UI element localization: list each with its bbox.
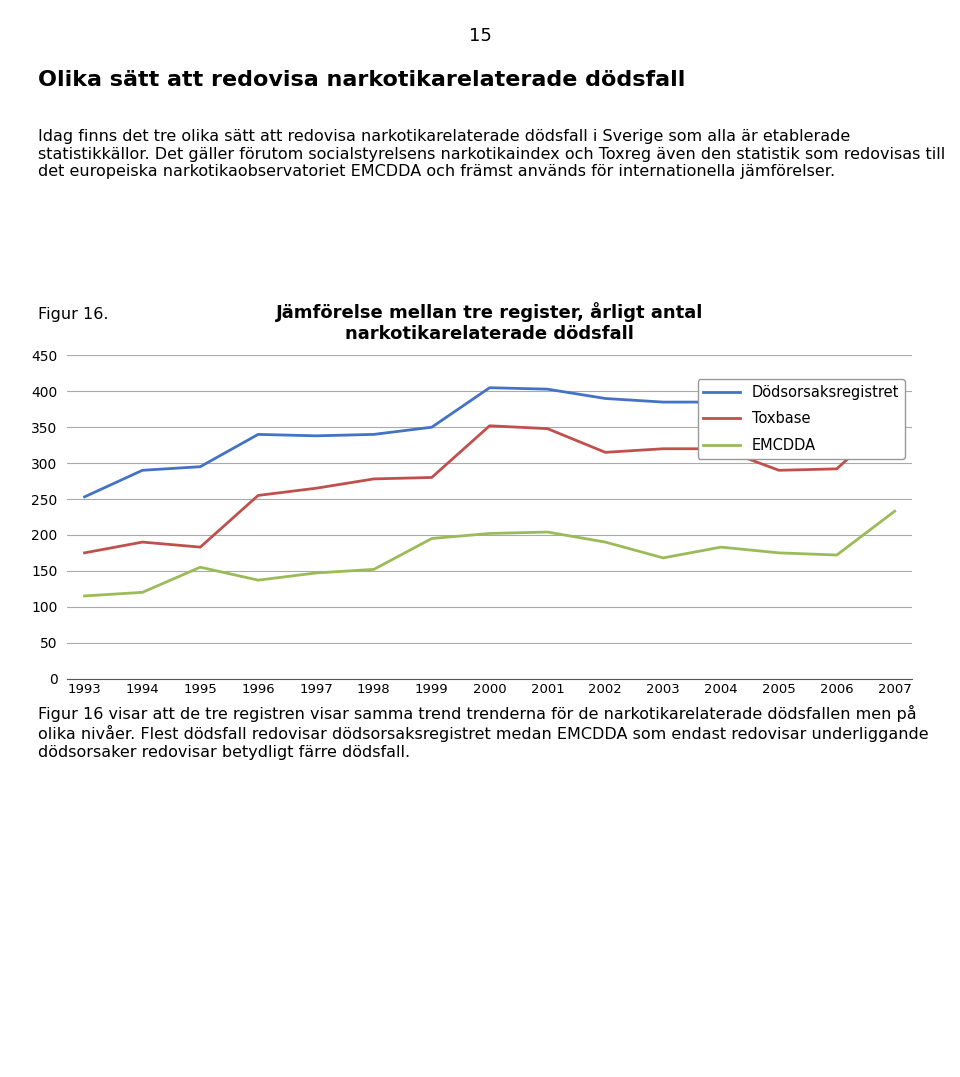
EMCDDA (889, 505, 900, 518)
Title: Jämförelse mellan tre register, årligt antal
narkotikarelaterade dödsfall: Jämförelse mellan tre register, årligt a… (276, 302, 704, 342)
EMCDDA (252, 574, 264, 587)
Toxbase (368, 473, 379, 486)
Text: Idag finns det tre olika sätt att redovisa narkotikarelaterade dödsfall i Sverig: Idag finns det tre olika sätt att redovi… (38, 129, 946, 179)
Toxbase (310, 481, 322, 494)
Dödsorsaksregistret (889, 387, 900, 400)
EMCDDA (658, 551, 669, 564)
Dödsorsaksregistret (79, 490, 90, 503)
Toxbase (484, 419, 495, 432)
Dödsorsaksregistret (426, 421, 438, 434)
EMCDDA (136, 586, 148, 599)
Toxbase (195, 541, 206, 554)
Toxbase (889, 410, 900, 423)
Text: Figur 16 visar att de tre registren visar samma trend trenderna för de narkotika: Figur 16 visar att de tre registren visa… (38, 705, 929, 759)
EMCDDA (195, 561, 206, 574)
Toxbase (541, 422, 553, 435)
Toxbase (773, 464, 784, 477)
EMCDDA (600, 535, 612, 548)
Dödsorsaksregistret (600, 392, 612, 405)
EMCDDA (368, 563, 379, 576)
Line: Toxbase: Toxbase (84, 417, 895, 553)
EMCDDA (715, 541, 727, 554)
Dödsorsaksregistret (773, 421, 784, 434)
Dödsorsaksregistret (195, 460, 206, 473)
Dödsorsaksregistret (715, 395, 727, 408)
Toxbase (831, 462, 843, 475)
Dödsorsaksregistret (310, 430, 322, 443)
Dödsorsaksregistret (484, 381, 495, 394)
Text: Figur 16.: Figur 16. (38, 307, 108, 322)
Dödsorsaksregistret (368, 428, 379, 440)
Toxbase (136, 535, 148, 548)
Text: Olika sätt att redovisa narkotikarelaterade dödsfall: Olika sätt att redovisa narkotikarelater… (38, 70, 685, 90)
EMCDDA (79, 589, 90, 602)
Legend: Dödsorsaksregistret, Toxbase, EMCDDA: Dödsorsaksregistret, Toxbase, EMCDDA (698, 379, 904, 459)
Toxbase (658, 443, 669, 456)
Line: Dödsorsaksregistret: Dödsorsaksregistret (84, 388, 895, 496)
Dödsorsaksregistret (541, 382, 553, 395)
Line: EMCDDA: EMCDDA (84, 512, 895, 596)
EMCDDA (831, 548, 843, 561)
Dödsorsaksregistret (831, 449, 843, 462)
Toxbase (79, 546, 90, 559)
EMCDDA (541, 526, 553, 538)
Dödsorsaksregistret (658, 395, 669, 408)
Toxbase (252, 489, 264, 502)
Toxbase (715, 443, 727, 456)
Dödsorsaksregistret (252, 428, 264, 440)
EMCDDA (310, 567, 322, 579)
EMCDDA (773, 546, 784, 559)
EMCDDA (426, 532, 438, 545)
Toxbase (426, 471, 438, 484)
Dödsorsaksregistret (136, 464, 148, 477)
Text: 15: 15 (468, 27, 492, 45)
EMCDDA (484, 527, 495, 540)
Toxbase (600, 446, 612, 459)
